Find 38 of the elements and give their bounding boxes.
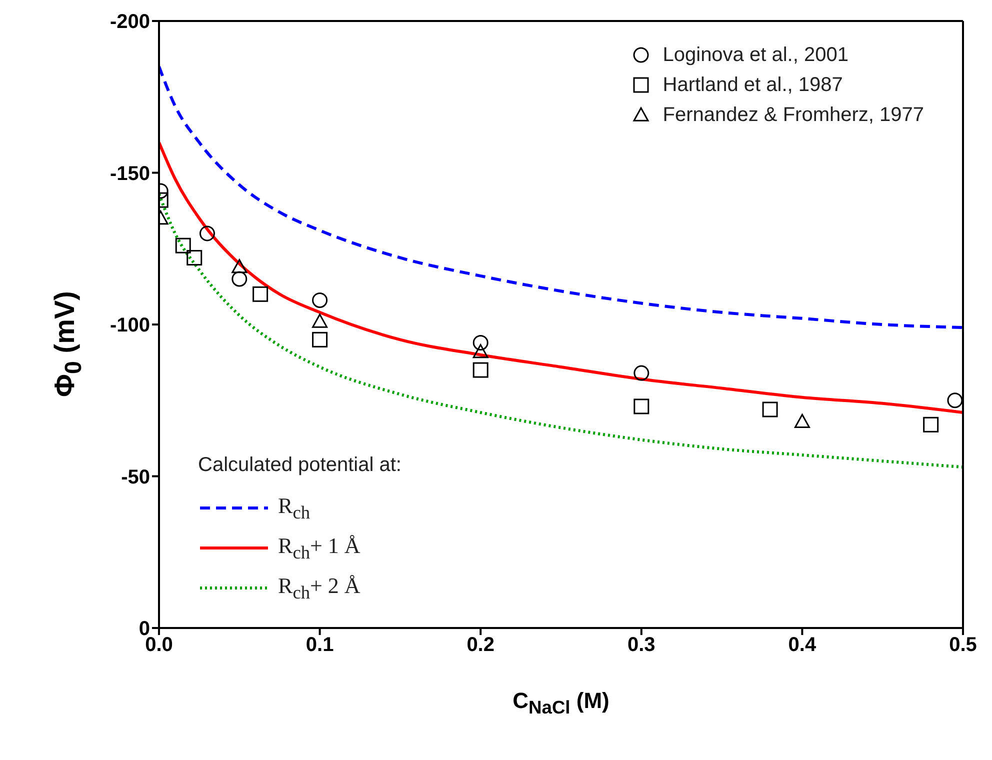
point [762,402,778,418]
point [794,414,810,428]
point [252,286,268,302]
legend-title: Calculated potential at: [198,454,402,476]
point [472,362,488,378]
line-series [159,65,963,330]
point [232,259,248,274]
x-tick-label: 0.5 [949,634,977,656]
point [472,344,488,358]
x-tick-label: 0.0 [145,634,173,656]
point [634,365,650,381]
legend-label: R$_{ch}$+ 1 Å [278,532,360,564]
x-tick-label: 0.3 [627,634,656,656]
point [232,271,248,287]
point [947,392,963,408]
point [472,334,488,350]
x-tick-label: 0.2 [466,634,495,656]
point [175,238,191,254]
legend-label: R$_{ch}$+ 2 Å [278,572,360,604]
legend-label: R$_{ch}$ [278,492,310,524]
y-tick-label: -100 [110,314,150,337]
point [199,226,215,242]
y-tick-label: -200 [110,11,150,34]
x-axis-title: C$_{NaCl}$ (M) [512,688,610,717]
y-tick-label: -150 [110,162,150,185]
point [923,416,939,432]
x-tick-label: 0.4 [788,634,817,656]
x-tick-label: 0.1 [306,634,334,656]
point [634,398,650,414]
point [186,250,202,266]
line-series [159,140,963,414]
legend-label: Fernandez & Fromherz, 1977 [662,104,924,126]
point [312,292,328,308]
legend-label: Hartland et al., 1987 [662,74,843,96]
y-tick-label: -50 [121,466,150,488]
point [312,314,328,328]
legend-label: Loginova et al., 2001 [662,44,848,66]
point [312,332,328,348]
